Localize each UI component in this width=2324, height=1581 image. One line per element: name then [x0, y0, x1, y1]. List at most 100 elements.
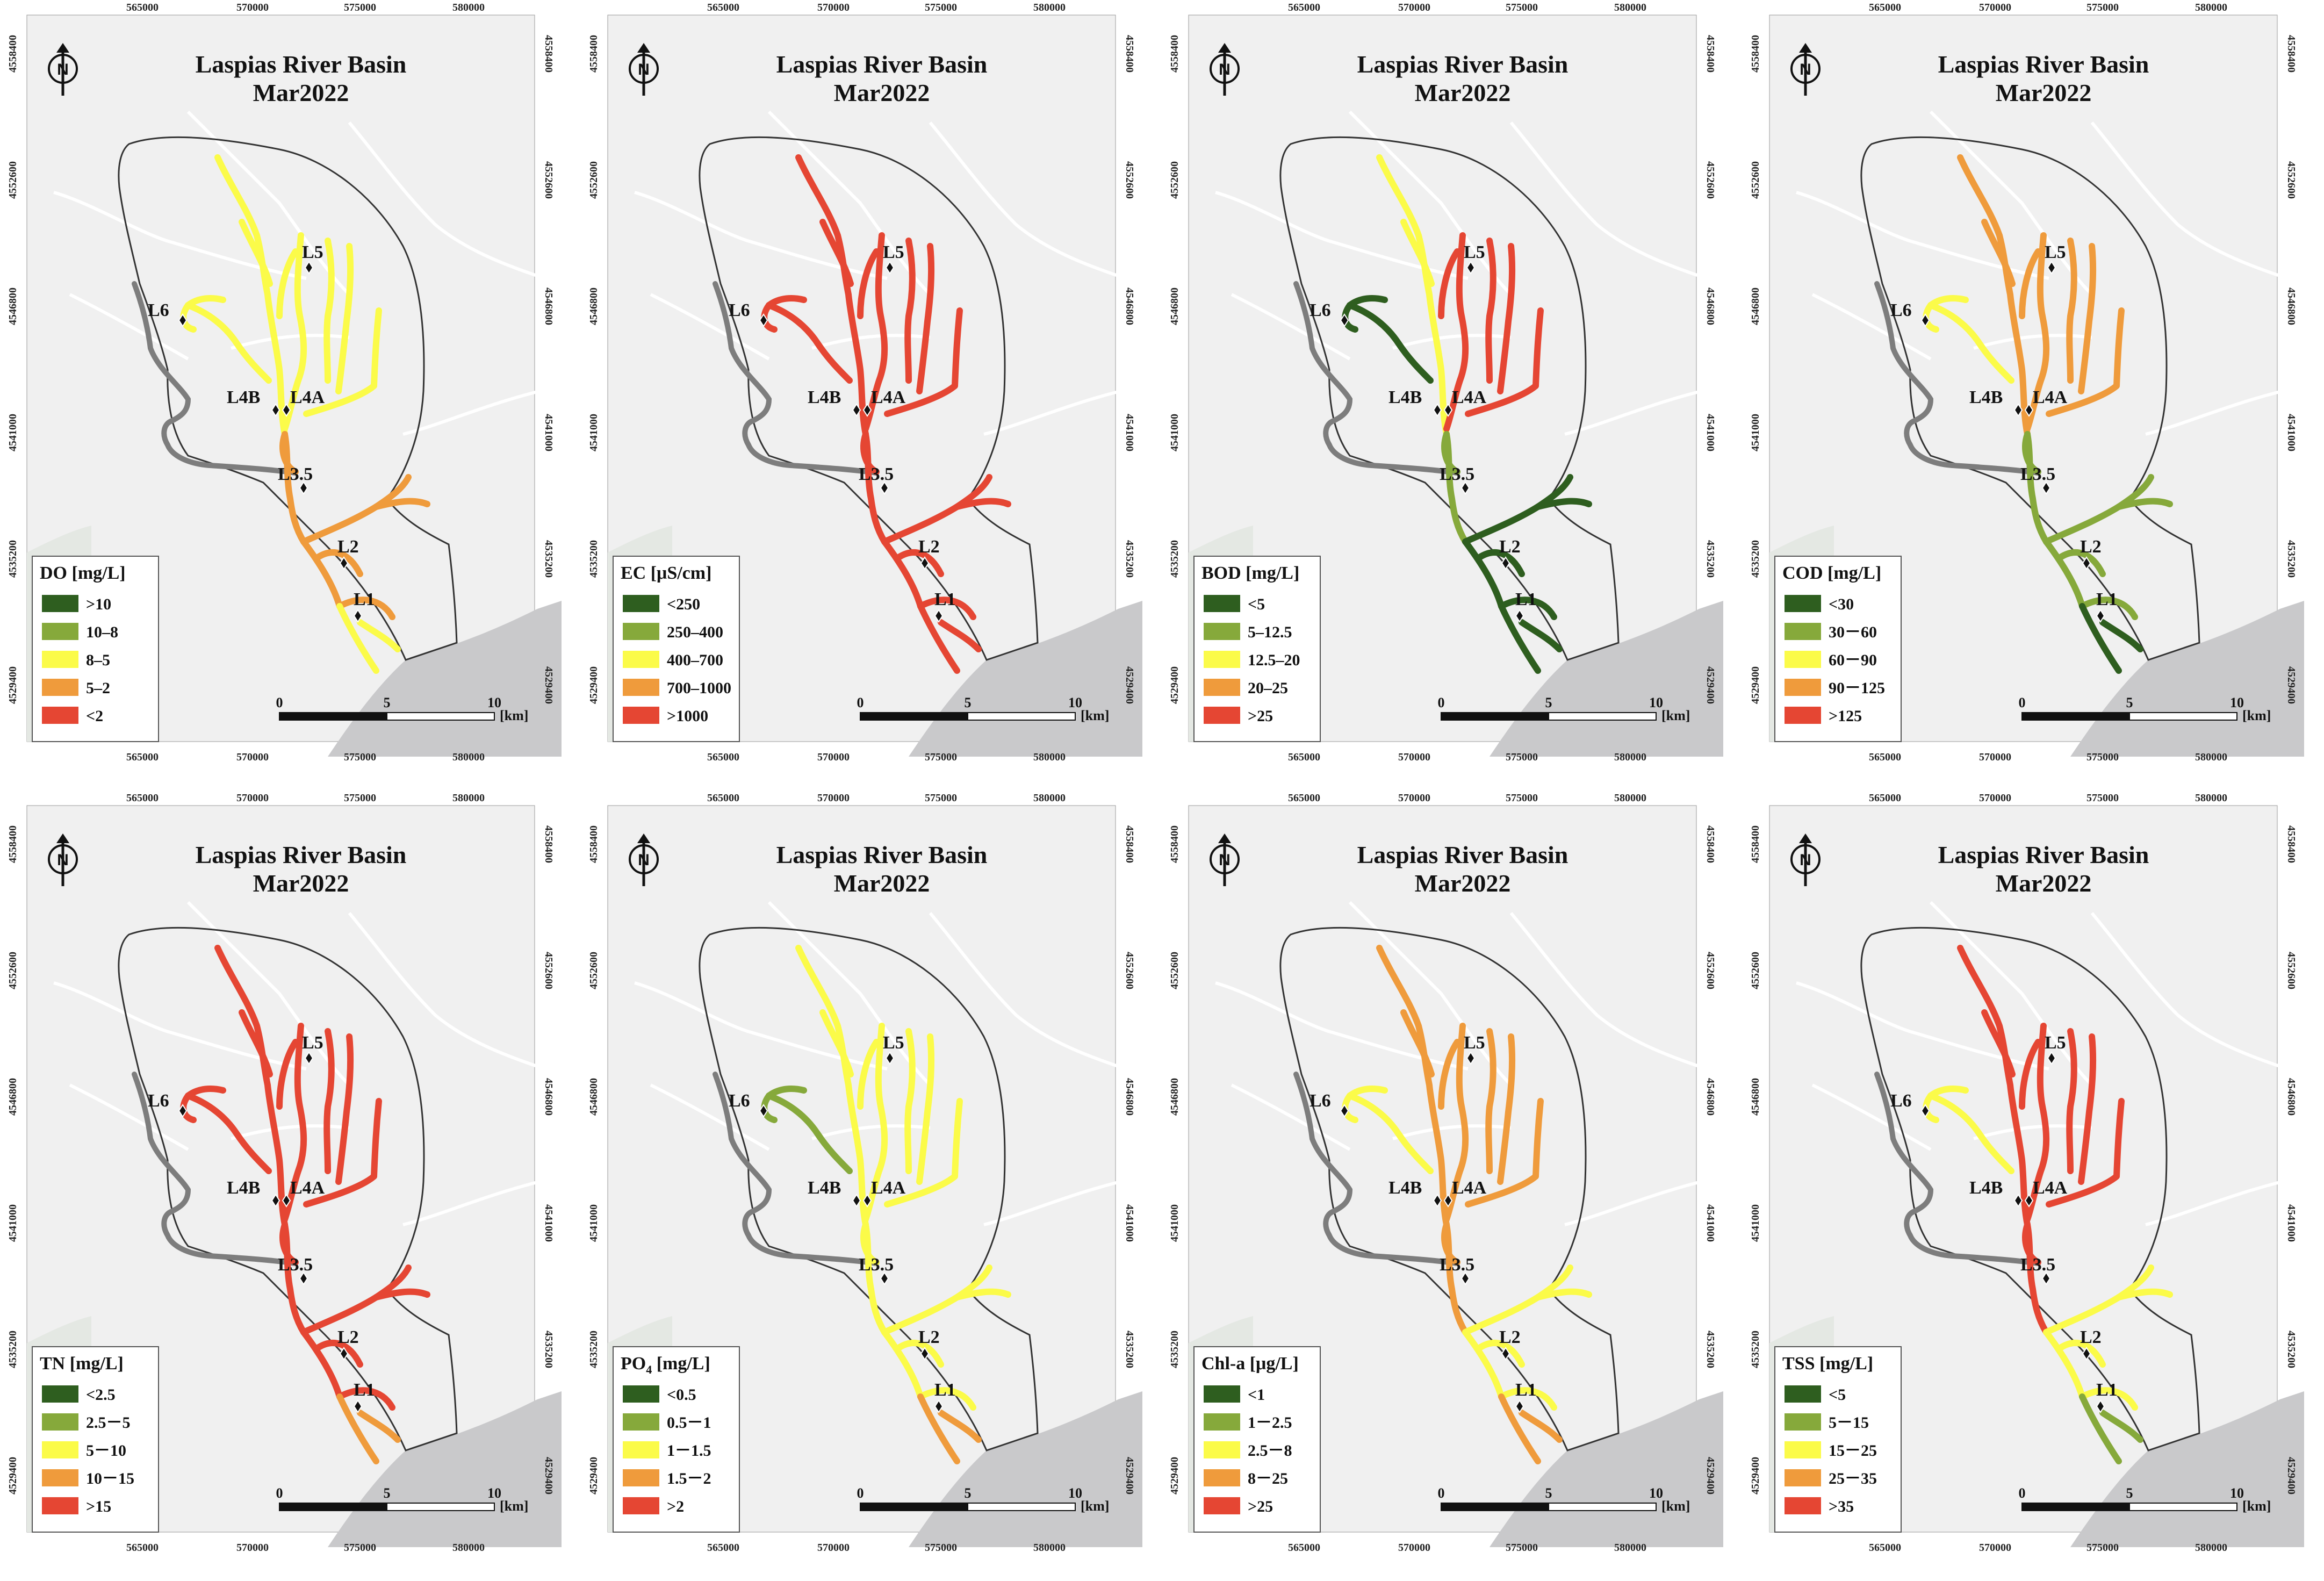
river-segment-west-trib	[766, 302, 853, 384]
y-coord-left: 4546800	[7, 288, 19, 325]
y-coord-right: 4552600	[1704, 952, 1716, 989]
map-panel-tn: L6 L5 L4B L4A L3.5 L2 L1 Laspias River Basin Mar…	[0, 790, 581, 1581]
site-marker	[759, 313, 768, 327]
road-line	[1811, 293, 1932, 361]
y-coord-right: 4529400	[1124, 1457, 1135, 1494]
legend-swatch	[1204, 1497, 1240, 1514]
north-arrow-icon: N	[1790, 833, 1821, 886]
river-segment-east-tribs	[2024, 232, 2050, 432]
site-label: L6	[729, 300, 750, 320]
river-segment-upper-main	[1957, 154, 2031, 437]
scale-unit: [km]	[1081, 708, 1109, 723]
river-segment-east-tribs	[1443, 232, 1469, 432]
site-label: L6	[729, 1091, 750, 1111]
y-coord-left: 4558400	[1750, 825, 1761, 863]
legend-swatch	[623, 1385, 659, 1403]
road-line	[348, 912, 562, 1076]
river-segment-middle	[282, 431, 307, 545]
scale-label: 0	[1438, 695, 1445, 710]
river-segment-west-trib	[1927, 302, 2014, 384]
legend-swatch	[623, 623, 659, 640]
site-marker	[271, 1194, 280, 1208]
x-coord-top: 570000	[817, 2, 850, 13]
map-title: Laspias River Basin	[196, 51, 407, 78]
y-coord-left: 4552600	[1169, 952, 1181, 989]
river-segment-middle	[1441, 1221, 1460, 1266]
road-line	[1564, 1175, 1724, 1226]
road-line	[1215, 191, 1469, 280]
site-marker	[1340, 313, 1349, 327]
site-marker	[862, 403, 872, 417]
legend: DO [mg/L] >10 10–8 8–5 5–2 <2	[32, 556, 159, 742]
scale-unit: [km]	[500, 708, 528, 723]
y-coord-right: 4529400	[1704, 666, 1716, 704]
x-coord-bottom: 570000	[817, 1542, 850, 1554]
legend: TN [mg/L] <2.5 2.5－5 5－10 10－15 >15	[32, 1346, 159, 1533]
legend-swatch	[623, 1441, 659, 1458]
site-label: L6	[1890, 1091, 1912, 1111]
river-segment-lower	[2043, 1329, 2085, 1400]
site-label: L5	[2045, 1033, 2066, 1053]
river-segment-east-tribs	[904, 238, 916, 384]
river-segment-east-tribs	[323, 238, 335, 384]
river-segment-lower	[917, 1387, 976, 1411]
north-letter: N	[638, 851, 650, 869]
north-arrow-icon: N	[48, 43, 78, 96]
site-label: L5	[2045, 242, 2066, 262]
river-segment-mouth	[2079, 603, 2122, 674]
site-label: L5	[883, 242, 904, 262]
site-marker	[885, 1051, 895, 1065]
site-label: L1	[354, 590, 375, 609]
x-coord-bottom: 575000	[925, 751, 957, 763]
scale-label: 5	[965, 695, 972, 710]
river-segment-east-tribs	[1485, 1028, 1496, 1174]
site-marker	[880, 481, 889, 495]
y-coord-right: 4529400	[543, 1457, 555, 1494]
x-coord-bottom: 575000	[1506, 751, 1538, 763]
site-label: L2	[337, 1327, 359, 1347]
map-date: Mar2022	[1996, 79, 2092, 106]
scale-label: 5	[384, 1485, 391, 1501]
river-segment-east-tribs	[2078, 243, 2097, 394]
x-coord-bottom: 565000	[126, 751, 159, 763]
x-coord-bottom: 580000	[2195, 751, 2227, 763]
site-marker	[1920, 313, 1930, 327]
scale-bar: 0 5 10[km]	[857, 695, 1110, 723]
river-segment-east-tribs	[2078, 1033, 2097, 1185]
river-segment-west-trib	[1347, 295, 1388, 308]
y-coord-left: 4535200	[1169, 540, 1181, 578]
river-segment-lower	[1462, 1329, 1505, 1400]
y-coord-left: 4558400	[1750, 35, 1761, 73]
site-marker	[934, 609, 944, 623]
river-segment-middle	[2022, 1221, 2041, 1266]
legend-swatch	[42, 623, 78, 640]
legend-item-label: 20–25	[1248, 679, 1288, 697]
north-arrow-icon: N	[1210, 43, 1240, 96]
road-line	[929, 121, 1143, 285]
map-title: Laspias River Basin	[776, 51, 988, 78]
river-segment-lower	[881, 538, 924, 609]
river-segment-mouth	[938, 1410, 982, 1443]
site-marker	[282, 1194, 291, 1208]
river-segment-upper-main	[1957, 945, 2031, 1228]
river-segment-lower	[954, 1288, 1011, 1300]
site-label: L4A	[2033, 387, 2068, 407]
river-segment-mouth	[357, 619, 401, 652]
river-segment-east-tribs	[2046, 307, 2125, 417]
scale-label: 5	[2126, 695, 2133, 710]
legend-swatch	[623, 651, 659, 668]
y-coord-left: 4535200	[1750, 1331, 1761, 1368]
river-segment-mouth	[1498, 1393, 1541, 1464]
y-coord-left: 4541000	[588, 1204, 600, 1242]
y-coord-left: 4535200	[1750, 540, 1761, 578]
scale-label: 10	[1649, 695, 1663, 710]
river-segment-west-trib	[185, 1086, 226, 1099]
y-coord-left: 4546800	[1169, 288, 1181, 325]
x-coord-top: 580000	[1033, 792, 1066, 804]
road-line	[231, 1124, 350, 1140]
y-coord-right: 4535200	[1124, 1331, 1135, 1368]
y-coord-left: 4529400	[1169, 666, 1181, 704]
y-coord-right: 4546800	[2285, 1078, 2297, 1116]
y-coord-right: 4535200	[543, 540, 555, 578]
site-label: L2	[2080, 1327, 2102, 1347]
